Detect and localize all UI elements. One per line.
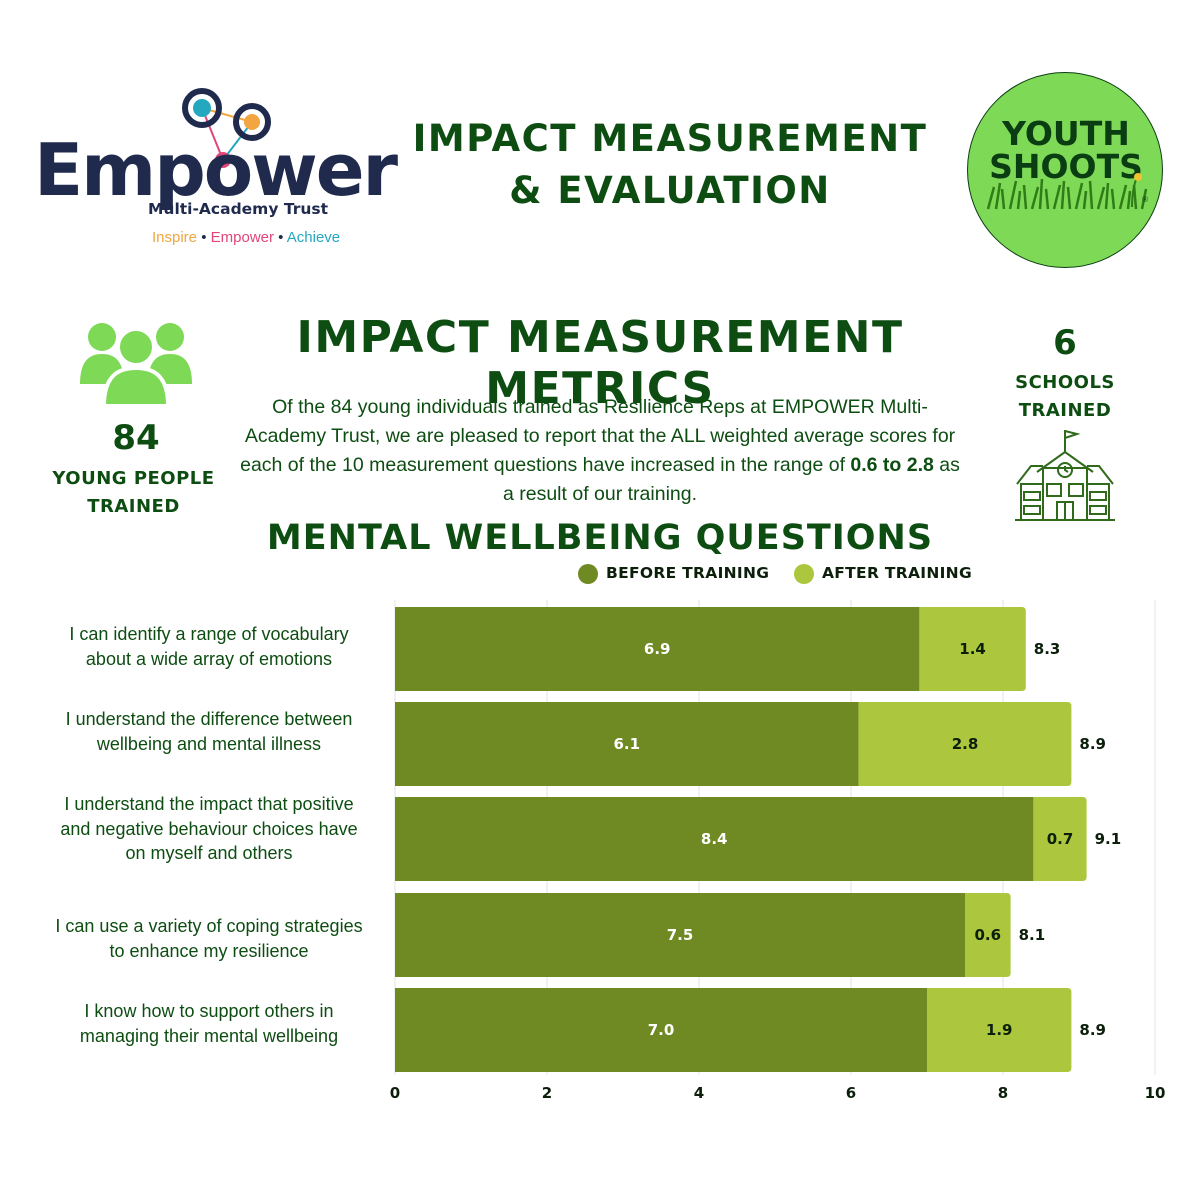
schools-label: SCHOOLS TRAINED [990,369,1140,425]
people-group-icon [80,323,192,408]
young-people-label: YOUNG PEOPLE TRAINED [36,465,231,521]
metrics-text-end: as a result of our training. [502,454,960,505]
young-people-label-line1: YOUNG PEOPLE [52,468,215,489]
empower-logo: Empower Multi-Academy Trust Inspire • Em… [30,80,400,260]
logo-tagline: Inspire • Empower • Achieve [152,229,340,246]
metrics-range: 0.6 to 2.8 [850,454,934,476]
logo-subtitle: Multi-Academy Trust [148,200,329,218]
bar-total-label: 8.1 [1019,926,1046,944]
page-title: IMPACT MEASUREMENT & EVALUATION [410,113,930,217]
bar-segment-after [919,607,1026,691]
registered-mark: ® [1142,195,1148,204]
bar-segment-before [395,988,927,1072]
school-building-icon [1015,430,1115,521]
page-title-line1: IMPACT MEASUREMENT [412,117,928,160]
logo-network-icon [182,88,271,168]
question-label-4: I can use a variety of coping strategies… [30,914,388,963]
x-tick-label: 10 [1145,1084,1166,1102]
question-2-line1: I understand the difference between [65,709,353,729]
bar-segment-after [965,893,1011,977]
metrics-description: Of the 84 young individuals trained as R… [235,393,965,509]
bar-total-label: 8.9 [1079,1021,1106,1039]
schools-label-line1: SCHOOLS [1015,372,1115,393]
badge-line1: YOUTH [1002,114,1130,153]
page-title-line2: & EVALUATION [509,169,831,212]
question-3-line2: and negative behaviour choices have [60,818,358,839]
schools-count: 6 [1053,323,1077,363]
bar-value-label: 1.4 [959,640,986,658]
bar-segment-before [395,702,859,786]
tagline-separator: • [278,229,284,246]
chart-title: MENTAL WELLBEING QUESTIONS [266,518,934,558]
question-5-line2: managing their mental wellbeing [79,1025,339,1046]
metrics-title: IMPACT MEASUREMENT METRICS [296,312,904,414]
bar-segment-after [1033,797,1087,881]
bar-segment-after [927,988,1072,1072]
question-1-line2: about a wide array of emotions [85,648,333,669]
bar-value-label: 1.9 [986,1021,1013,1039]
youth-shoots-logo: YOUTH SHOOTS ® [967,72,1163,268]
grass-icon [986,173,1148,210]
bar-segment-after [858,702,1072,786]
question-1-line1: I can identify a range of vocabulary [69,624,349,644]
legend-after-label: AFTER TRAINING [822,564,972,582]
x-tick-label: 8 [998,1084,1008,1102]
bar-segment-before [395,607,920,691]
tagline-inspire: Inspire [152,229,198,246]
question-label-1: I can identify a range of vocabulary abo… [30,622,388,671]
bar-segment-before [395,893,965,977]
question-3-line1: I understand the impact that positive [64,794,354,814]
question-4-line2: to enhance my resilience [109,940,309,961]
bar-total-label: 8.9 [1079,735,1106,753]
x-tick-label: 0 [390,1084,400,1102]
bar-value-label: 0.7 [1047,830,1074,848]
logo-wordmark: Empower [34,128,398,212]
tagline-empower: Empower [210,229,274,246]
bar-segment-before [395,797,1034,881]
question-3-line3: on myself and others [125,843,293,863]
x-tick-label: 4 [694,1084,704,1102]
young-people-count: 84 [112,418,160,458]
bar-total-label: 9.1 [1095,830,1122,848]
question-label-2: I understand the difference between well… [30,707,388,756]
legend-after-swatch [794,564,814,584]
legend-before-swatch [578,564,598,584]
question-4-line1: I can use a variety of coping strategies [55,916,363,936]
x-tick-label: 6 [846,1084,856,1102]
tagline-separator: • [201,229,207,246]
question-5-line1: I know how to support others in [84,1001,334,1021]
x-tick-label: 2 [542,1084,552,1102]
tagline-achieve: Achieve [286,229,341,246]
question-2-line2: wellbeing and mental illness [96,733,322,754]
bar-value-label: 0.6 [975,926,1002,944]
bar-value-label: 8.4 [701,830,728,848]
question-label-3: I understand the impact that positive an… [30,792,388,866]
legend-before-label: BEFORE TRAINING [606,564,770,582]
bar-value-label: 2.8 [952,735,979,753]
bar-value-label: 7.5 [667,926,694,944]
young-people-label-line2: TRAINED [87,496,180,517]
bar-total-label: 8.3 [1034,640,1061,658]
question-label-5: I know how to support others in managing… [30,999,388,1048]
bar-value-label: 6.1 [614,735,641,753]
badge-line2: SHOOTS [989,147,1143,186]
bar-value-label: 7.0 [648,1021,675,1039]
metrics-text: Of the 84 young individuals trained as R… [240,396,956,476]
bar-value-label: 6.9 [644,640,671,658]
schools-label-line2: TRAINED [1018,400,1112,421]
